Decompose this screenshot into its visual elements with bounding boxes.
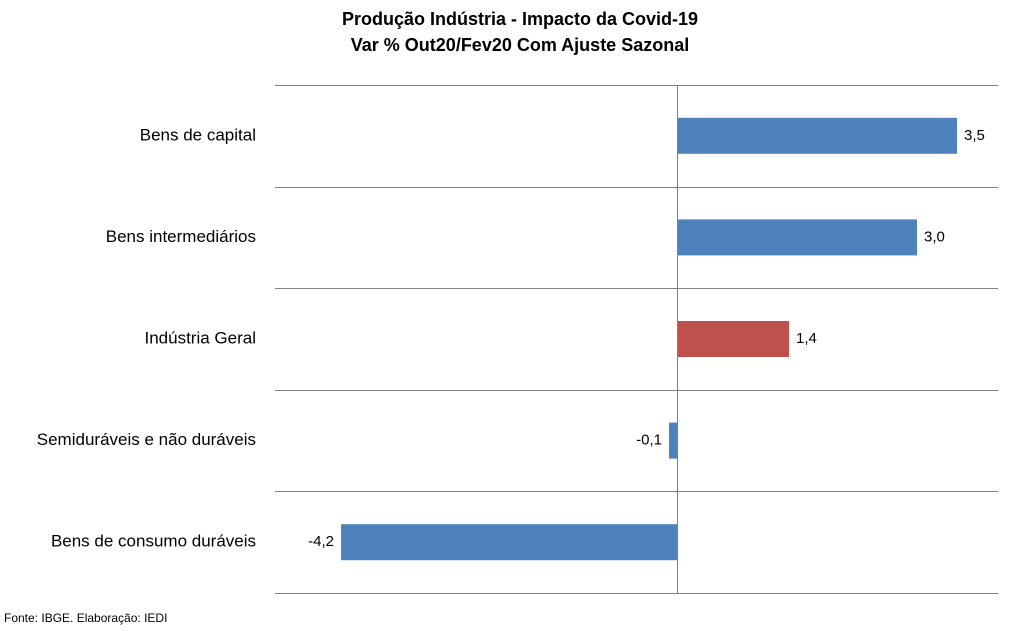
category-labels: Bens de capital Bens intermediários Indúst… [37, 125, 256, 550]
category-label: Bens intermediários [106, 227, 256, 246]
bar [341, 524, 677, 561]
chart-title: Produção Indústria - Impacto da Covid-19… [0, 6, 1013, 58]
bar [669, 422, 677, 459]
category-label: Bens de capital [140, 125, 256, 144]
data-label: 3,5 [964, 127, 985, 144]
chart-title-line: Produção Indústria - Impacto da Covid-19 [341, 9, 699, 29]
data-label: 3,0 [924, 228, 945, 245]
source-note: Fonte: IBGE. Elaboração: IEDI [4, 611, 168, 625]
data-label: -0,1 [636, 432, 662, 449]
data-labels: 3,5 3,0 1,4 -0,1 -4,2 [308, 127, 985, 550]
bar [677, 117, 957, 154]
gridlines [275, 85, 998, 594]
category-label: Indústria Geral [145, 328, 257, 347]
bars [341, 117, 957, 561]
bar [677, 219, 917, 256]
data-label: -4,2 [308, 533, 334, 550]
data-label: 1,4 [796, 330, 817, 347]
category-label: Bens de consumo duráveis [51, 532, 256, 551]
category-label: Semiduráveis e não duráveis [37, 430, 256, 449]
bar [677, 321, 789, 357]
chart-subtitle-line: Var % Out20/Fev20 Com Ajuste Sazonal [350, 35, 690, 55]
